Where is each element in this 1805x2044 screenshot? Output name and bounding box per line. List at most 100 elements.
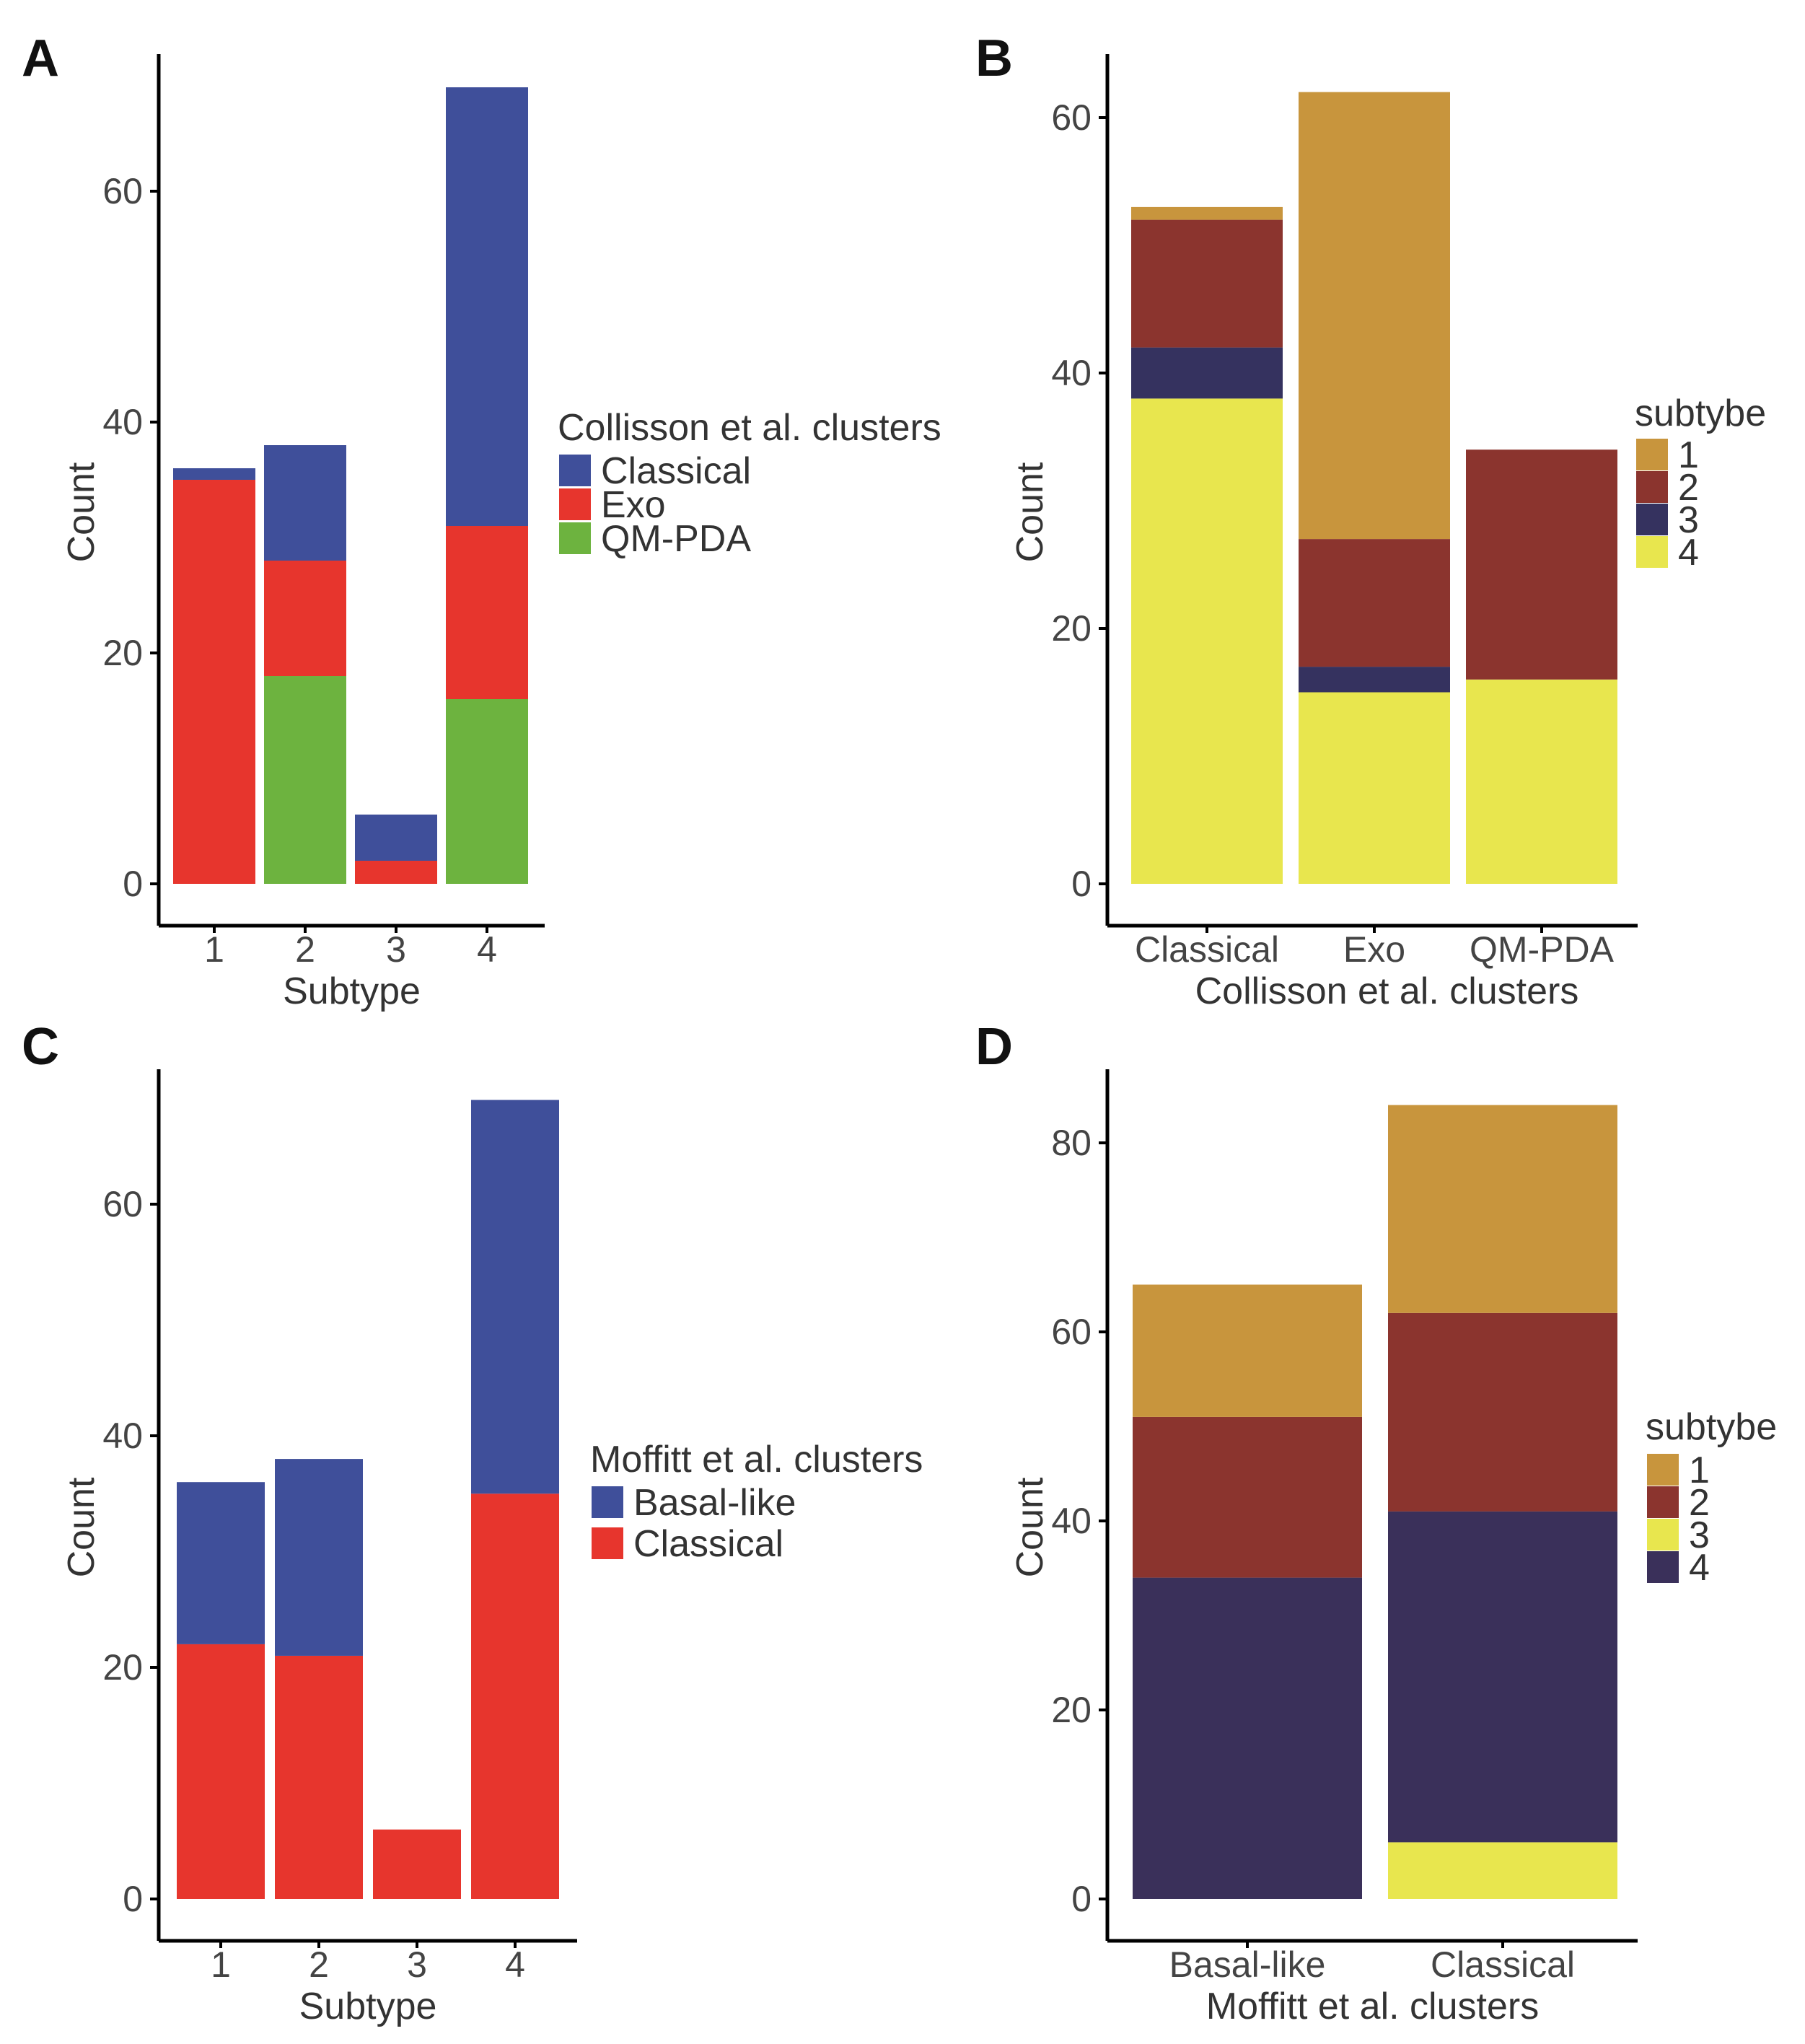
bar-c-1-basal-like — [177, 1482, 265, 1644]
y-axis-title-c: Count — [61, 1477, 102, 1577]
panel-letter-d: D — [975, 1018, 1013, 1076]
y-tick-label-c-60: 60 — [102, 1184, 143, 1224]
bar-b-1-1 — [1131, 206, 1283, 220]
bar-d-1-1 — [1133, 1284, 1362, 1417]
bar-a-4-classical — [446, 87, 528, 526]
bar-c-4-basal-like — [471, 1100, 559, 1494]
y-tick-label-c-0: 0 — [123, 1879, 143, 1919]
bar-d-1-4 — [1133, 1577, 1362, 1899]
bar-a-3-classical — [355, 815, 437, 861]
x-tick-label-b-3: QM-PDA — [1470, 929, 1615, 970]
legend-label-c-basal-like: Basal-like — [633, 1482, 796, 1524]
legend-label-a-classical: Classical — [601, 450, 751, 492]
x-tick-label-b-2: Exo — [1343, 929, 1405, 970]
panel-d-plot: Basal-like Classical 0 20 40 60 80 Moffitt et a… — [1009, 1069, 1638, 2027]
legend-label-b-4: 4 — [1678, 532, 1699, 574]
legend-swatch-b-1 — [1636, 439, 1668, 470]
legend-swatch-d-3 — [1647, 1519, 1679, 1550]
bar-c-2-basal-like — [275, 1459, 363, 1656]
y-tick-label-a-40: 40 — [102, 402, 143, 442]
y-tick-label-b-40: 40 — [1051, 353, 1092, 393]
legend-label-b-3: 3 — [1678, 499, 1699, 541]
y-tick-label-d-0: 0 — [1071, 1879, 1092, 1919]
bar-b-2-3 — [1299, 667, 1450, 693]
legend-swatch-b-4 — [1636, 536, 1668, 568]
legend-title-d: subtybe — [1646, 1406, 1777, 1448]
bar-a-1-exo — [173, 480, 255, 884]
x-tick-label-c-3: 3 — [407, 1944, 427, 1985]
x-tick-label-c-1: 1 — [211, 1944, 231, 1985]
x-tick-label-b-1: Classical — [1135, 929, 1279, 970]
y-tick-label-a-20: 20 — [102, 633, 143, 673]
x-axis-title-b: Collisson et al. clusters — [1195, 970, 1579, 1012]
legend-label-d-3: 3 — [1689, 1514, 1710, 1556]
bar-a-2-classical — [264, 445, 346, 561]
bar-c-3-classical — [373, 1829, 461, 1899]
bar-a-3-exo — [355, 861, 437, 884]
legend-swatch-b-3 — [1636, 504, 1668, 535]
y-tick-label-b-60: 60 — [1051, 97, 1092, 138]
panel-letter-c: C — [22, 1018, 59, 1076]
legend-swatch-b-2 — [1636, 471, 1668, 503]
panel-b-plot: Classical Exo QM-PDA 0 20 40 60 Collisson et al… — [1009, 54, 1638, 1012]
bar-d-1-2 — [1133, 1416, 1362, 1578]
panel-letter-b: B — [975, 30, 1013, 87]
legend-swatch-a-classical — [559, 455, 591, 486]
legend-label-d-4: 4 — [1689, 1547, 1710, 1589]
x-tick-label-c-2: 2 — [309, 1944, 329, 1985]
y-axis-title-b: Count — [1009, 462, 1051, 562]
bar-a-2-exo — [264, 561, 346, 676]
y-tick-label-d-60: 60 — [1051, 1312, 1092, 1352]
legend-label-d-1: 1 — [1689, 1449, 1710, 1491]
panel-letter-a: A — [22, 30, 59, 87]
x-tick-label-a-4: 4 — [477, 929, 497, 970]
x-tick-label-a-3: 3 — [386, 929, 406, 970]
bar-d-2-1 — [1388, 1105, 1617, 1313]
legend-label-d-2: 2 — [1689, 1482, 1710, 1524]
panel-d: D Basal-like Classical 0 20 40 60 80 Moffitt et… — [975, 1018, 1777, 2027]
y-tick-label-d-80: 80 — [1051, 1123, 1092, 1163]
y-tick-label-c-20: 20 — [102, 1647, 143, 1688]
bar-d-2-4 — [1388, 1511, 1617, 1843]
legend-swatch-a-exo — [559, 488, 591, 520]
panel-b: B Classical Exo QM-PDA 0 20 40 60 Collisson et … — [975, 30, 1766, 1012]
x-tick-label-c-4: 4 — [505, 1944, 525, 1985]
y-axis-title-a: Count — [61, 462, 102, 562]
y-tick-label-a-0: 0 — [123, 864, 143, 904]
x-tick-label-a-1: 1 — [204, 929, 224, 970]
legend-swatch-c-basal-like — [592, 1486, 623, 1518]
bar-c-2-classical — [275, 1655, 363, 1899]
y-tick-label-c-40: 40 — [102, 1416, 143, 1456]
y-tick-label-d-40: 40 — [1051, 1501, 1092, 1541]
y-tick-label-b-0: 0 — [1071, 864, 1092, 904]
y-tick-label-b-20: 20 — [1051, 608, 1092, 649]
bar-c-1-classical — [177, 1644, 265, 1899]
legend-swatch-a-qm-pda — [559, 522, 591, 554]
legend-swatch-d-4 — [1647, 1551, 1679, 1583]
bar-b-2-2 — [1299, 539, 1450, 667]
legend-swatch-d-1 — [1647, 1454, 1679, 1486]
bar-b-1-3 — [1131, 347, 1283, 399]
bar-a-1-classical — [173, 468, 255, 480]
bar-b-2-4 — [1299, 692, 1450, 884]
bar-a-4-qm-pda — [446, 699, 528, 884]
legend-swatch-c-classical — [592, 1527, 623, 1559]
y-tick-label-a-60: 60 — [102, 171, 143, 211]
bar-b-1-4 — [1131, 398, 1283, 884]
bar-b-3-2 — [1466, 449, 1617, 680]
legend-label-a-qm-pda: QM-PDA — [601, 518, 751, 560]
y-tick-label-d-20: 20 — [1051, 1690, 1092, 1730]
legend-swatch-d-2 — [1647, 1486, 1679, 1518]
legend-title-c: Moffitt et al. clusters — [590, 1439, 923, 1481]
legend-label-a-exo: Exo — [601, 484, 666, 526]
bar-b-1-2 — [1131, 219, 1283, 348]
legend-label-b-2: 2 — [1678, 467, 1699, 509]
x-axis-title-a: Subtype — [283, 970, 421, 1012]
panel-a-legend: Collisson et al. clustersClassicalExoQM-… — [558, 407, 941, 560]
